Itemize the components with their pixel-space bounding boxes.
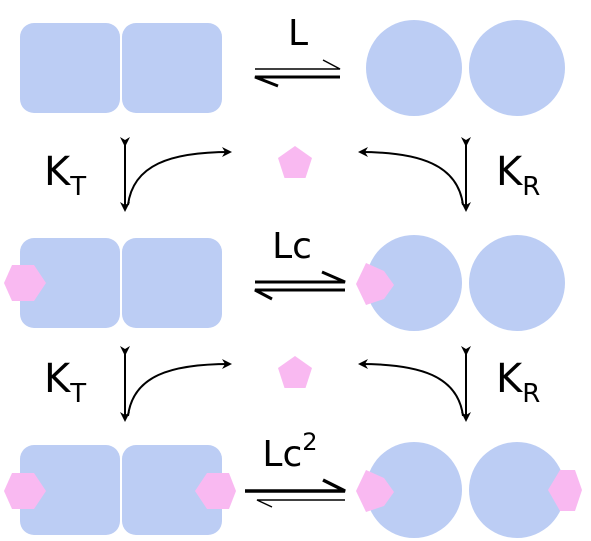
- binding-constant-left-upper: KT: [44, 149, 86, 202]
- equilibrium-label-row0: L: [288, 13, 308, 54]
- tense-subunit: [122, 23, 222, 113]
- tense-dimer-unbound: [20, 23, 222, 113]
- binding-constant-right-upper: KR: [496, 149, 540, 202]
- equilibrium-arrows-row0: [254, 59, 341, 88]
- relaxed-subunit: [366, 20, 462, 116]
- bound-ligand: [4, 473, 46, 509]
- equilibrium-label-row2: Lc2: [262, 428, 317, 475]
- relaxed-dimer-two-bound: [356, 442, 582, 538]
- relaxed-subunit: [469, 20, 565, 116]
- relaxed-subunit: [366, 442, 462, 538]
- relaxed-dimer-unbound: [366, 20, 565, 116]
- tense-subunit: [20, 23, 120, 113]
- bound-ligand: [356, 263, 394, 305]
- tense-subunit: [122, 445, 222, 535]
- free-ligand: [278, 146, 312, 178]
- binding-arrows-lower: [120, 346, 471, 422]
- bound-ligand: [548, 470, 582, 511]
- bound-ligand: [4, 265, 46, 301]
- ligand-binding-curve-left: [127, 147, 232, 206]
- relaxed-subunit: [366, 235, 462, 331]
- ligand-binding-curve-right: [358, 359, 464, 417]
- bound-ligand: [195, 473, 236, 509]
- tense-dimer-two-bound: [4, 445, 236, 535]
- ligand-binding-curve-left: [127, 359, 232, 417]
- tense-dimer-one-bound: [4, 238, 222, 328]
- binding-constant-right-lower: KR: [496, 356, 540, 409]
- equilibrium-arrows-row2: [245, 478, 346, 508]
- bound-ligand: [356, 470, 394, 512]
- binding-arrows-upper: [120, 137, 471, 212]
- relaxed-subunit: [469, 235, 565, 331]
- binding-constant-left-lower: KT: [44, 356, 86, 409]
- ligand-binding-curve-right: [358, 147, 464, 206]
- relaxed-dimer-one-bound: [356, 235, 565, 331]
- equilibrium-label-row1: Lc: [272, 226, 312, 267]
- tense-subunit: [122, 238, 222, 328]
- equilibrium-arrows-row1: [254, 270, 346, 301]
- tense-subunit: [20, 238, 120, 328]
- free-ligand: [278, 356, 312, 388]
- relaxed-subunit: [469, 442, 565, 538]
- tense-subunit: [20, 445, 120, 535]
